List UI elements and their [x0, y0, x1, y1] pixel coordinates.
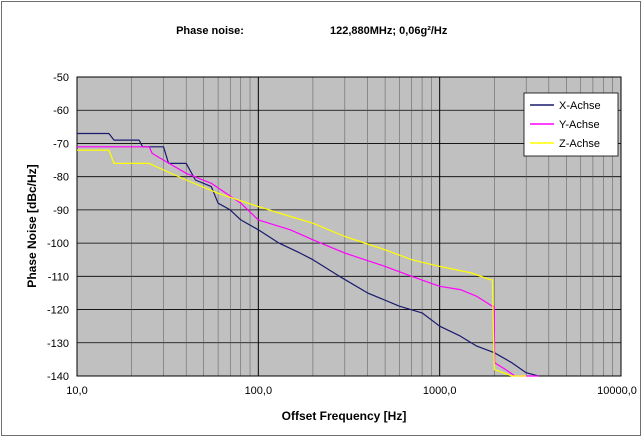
series-lines: [77, 132, 539, 377]
tick-labels: -50 -60 -70 -80 -90 -100 -110 -120 -130 -140 10,0 1…: [47, 72, 637, 397]
y-tick-label: -110: [48, 271, 69, 283]
y-tick-label: -120: [47, 305, 69, 317]
x-axis-title: Offset Frequency [Hz]: [282, 409, 407, 423]
series-line-y-achse: [77, 146, 539, 377]
y-tick-label: -80: [53, 172, 69, 184]
y-tick-label: -130: [47, 338, 69, 350]
legend: X-Achse Y-Achse Z-Achse: [523, 92, 619, 157]
y-tick-label: -60: [53, 105, 69, 117]
y-tick-label: -100: [47, 238, 69, 250]
plot-border: [76, 76, 622, 377]
legend-label: Z-Achse: [559, 138, 600, 150]
y-axis-title: Phase Noise [dBc/Hz]: [25, 164, 39, 287]
y-tick-label: -70: [53, 138, 69, 150]
x-tick-label: 10,0: [66, 385, 87, 397]
chart-title: Phase noise:: [176, 25, 244, 37]
legend-label: Y-Achse: [559, 119, 600, 131]
x-tick-label: 1000,0: [423, 385, 457, 397]
x-tick-label: 10000,0: [597, 385, 637, 397]
series-line-x-achse: [77, 132, 539, 377]
y-tick-label: -90: [53, 205, 69, 217]
series-line-z-achse: [77, 149, 527, 377]
chart-subtitle: 122,880MHz; 0,06g²/Hz: [330, 25, 448, 37]
x-tick-label: 100,0: [245, 385, 273, 397]
y-tick-label: -50: [53, 72, 69, 84]
y-tick-label: -140: [47, 371, 69, 383]
legend-label: X-Achse: [559, 100, 601, 112]
